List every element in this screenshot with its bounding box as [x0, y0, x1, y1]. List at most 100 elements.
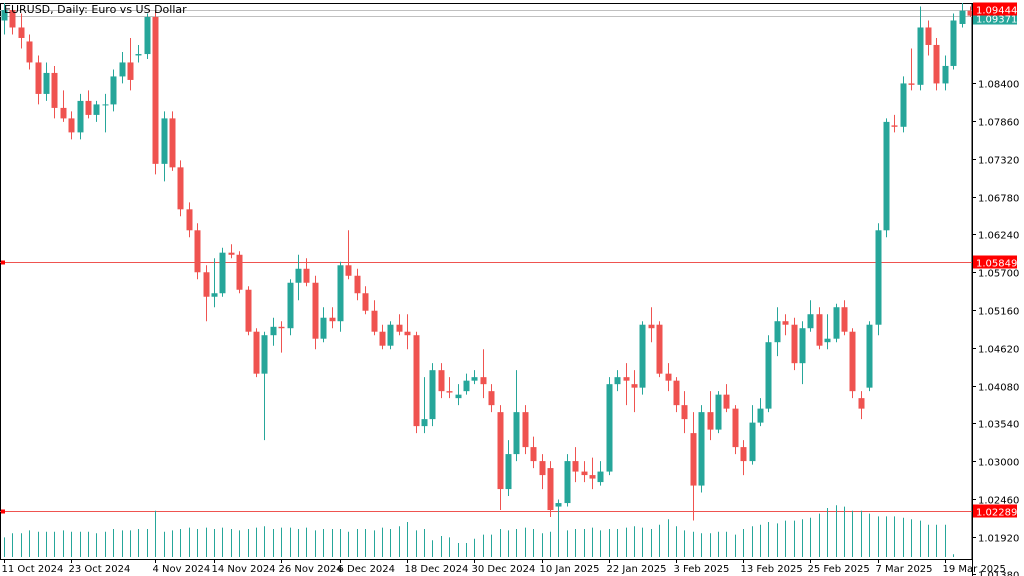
candle-body	[471, 377, 478, 381]
candle-body	[144, 16, 151, 55]
candle-body	[43, 72, 50, 94]
candle-body	[900, 83, 907, 127]
y-tick-label: 1.01920	[978, 534, 1019, 545]
candle-body	[774, 321, 781, 343]
candle-body	[555, 503, 562, 507]
candle-body	[639, 324, 646, 388]
candle-body	[589, 475, 596, 479]
candle-body	[891, 125, 898, 127]
x-tick-label: 19 Mar 2025	[943, 564, 1006, 575]
candle-body	[539, 461, 546, 476]
candle-body	[522, 412, 529, 448]
y-tick-label: 1.02460	[978, 496, 1019, 507]
candle-body	[320, 317, 327, 339]
horizontal-line-anchor	[1, 509, 5, 514]
candle-body	[488, 391, 495, 406]
candle-body	[35, 62, 42, 94]
plot-frame	[0, 3, 973, 560]
candle-body	[312, 282, 319, 339]
candle-body	[219, 252, 226, 294]
candle-body	[782, 321, 789, 325]
candle-body	[9, 9, 16, 28]
y-tick-label: 1.05700	[978, 269, 1019, 280]
x-tick-label: 10 Jan 2025	[540, 564, 600, 575]
candle-body	[245, 289, 252, 332]
candle-body	[228, 252, 235, 255]
horizontal-line-anchor	[1, 260, 5, 265]
candle-body	[253, 331, 260, 374]
candle-body	[816, 314, 823, 346]
candle-body	[287, 282, 294, 329]
candle-body	[186, 209, 193, 231]
y-tick-label: 1.08400	[978, 80, 1019, 91]
candle-body	[161, 118, 168, 164]
candle-body	[614, 377, 621, 385]
candle-body	[967, 10, 974, 16]
current-price-label-bg	[973, 2, 1017, 16]
candle-body	[824, 338, 831, 343]
candle-body	[379, 331, 386, 346]
candle-body	[513, 412, 520, 455]
candle-body	[438, 370, 445, 392]
candle-body	[581, 471, 588, 476]
candle-body	[18, 27, 25, 38]
x-tick-label: 18 Dec 2024	[405, 564, 469, 575]
candlesticks	[1, 3, 974, 546]
candle-body	[152, 16, 159, 164]
candle-body	[765, 342, 772, 409]
candle-body	[866, 324, 873, 388]
candle-body	[547, 468, 554, 511]
candle-body	[404, 331, 411, 336]
candle-body	[908, 83, 915, 85]
candle-body	[371, 310, 378, 332]
y-tick-label: 1.07860	[978, 118, 1019, 129]
candle-body	[329, 317, 336, 322]
x-tick-label: 30 Dec 2024	[472, 564, 536, 575]
candle-body	[807, 314, 814, 329]
y-tick-label: 1.05160	[978, 307, 1019, 318]
candle-body	[673, 380, 680, 406]
x-tick-label: 14 Nov 2024	[212, 564, 276, 575]
candle-body	[211, 293, 218, 297]
horizontal-line-price-label-bg	[973, 504, 1017, 518]
candle-body	[194, 230, 201, 273]
candle-body	[270, 326, 277, 336]
candle-body	[597, 471, 604, 483]
x-tick-label: 22 Jan 2025	[607, 564, 667, 575]
candle-body	[396, 324, 403, 332]
candle-body	[942, 65, 949, 84]
x-tick-label: 23 Oct 2024	[69, 564, 131, 575]
y-tick-label: 1.03000	[978, 458, 1019, 469]
x-tick-label: 4 Nov 2024	[153, 564, 211, 575]
candle-body	[102, 104, 109, 106]
candle-body	[656, 324, 663, 374]
candle-body	[690, 433, 697, 486]
candle-body	[337, 265, 344, 322]
candle-body	[295, 268, 302, 283]
volume-bars	[4, 505, 954, 557]
candle-body	[177, 167, 184, 210]
candle-body	[169, 118, 176, 168]
candle-body	[841, 307, 848, 332]
y-tick-label: 1.03540	[978, 420, 1019, 431]
horizontal-line-price-label-bg	[973, 255, 1017, 269]
candle-body	[135, 54, 142, 56]
candle-body	[421, 419, 428, 427]
y-tick-label: 1.06780	[978, 194, 1019, 205]
candle-body	[85, 100, 92, 115]
plot-area	[0, 3, 973, 560]
candle-body	[26, 41, 33, 63]
candle-body	[455, 394, 462, 399]
candle-body	[732, 408, 739, 448]
chart-title: EURUSD, Daily: Euro vs US Dollar	[4, 3, 187, 16]
x-tick-label: 11 Oct 2024	[2, 564, 64, 575]
candle-body	[51, 72, 58, 108]
candle-body	[446, 391, 453, 393]
candle-body	[950, 20, 957, 66]
candle-body	[413, 335, 420, 427]
candle-body	[77, 100, 84, 133]
